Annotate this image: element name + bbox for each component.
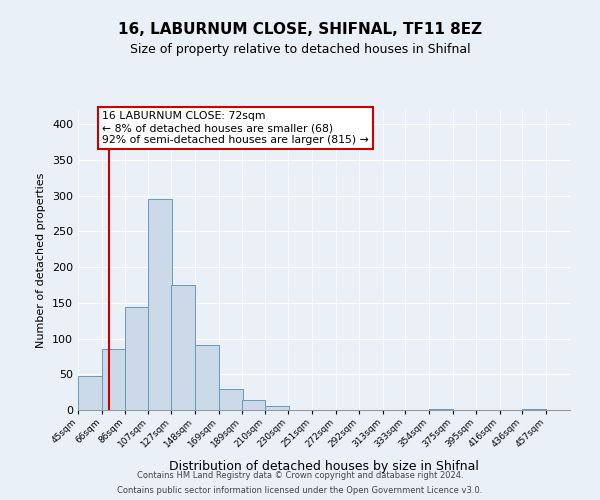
Text: Size of property relative to detached houses in Shifnal: Size of property relative to detached ho… [130, 42, 470, 56]
Text: Contains HM Land Registry data © Crown copyright and database right 2024.: Contains HM Land Registry data © Crown c… [137, 471, 463, 480]
X-axis label: Distribution of detached houses by size in Shifnal: Distribution of detached houses by size … [169, 460, 479, 473]
Bar [148, 198, 172, 410]
Text: 16, LABURNUM CLOSE, SHIFNAL, TF11 8EZ: 16, LABURNUM CLOSE, SHIFNAL, TF11 8EZ [118, 22, 482, 38]
Y-axis label: Number of detached properties: Number of detached properties [37, 172, 46, 348]
Bar [265, 406, 289, 410]
Bar [242, 400, 265, 410]
Bar [429, 408, 453, 410]
Bar [195, 345, 219, 410]
Text: 16 LABURNUM CLOSE: 72sqm
← 8% of detached houses are smaller (68)
92% of semi-de: 16 LABURNUM CLOSE: 72sqm ← 8% of detache… [102, 112, 368, 144]
Bar [102, 348, 126, 410]
Bar [522, 408, 546, 410]
Bar [78, 376, 102, 410]
Bar [125, 307, 148, 410]
Text: Contains public sector information licensed under the Open Government Licence v3: Contains public sector information licen… [118, 486, 482, 495]
Bar [171, 285, 195, 410]
Bar [219, 388, 243, 410]
